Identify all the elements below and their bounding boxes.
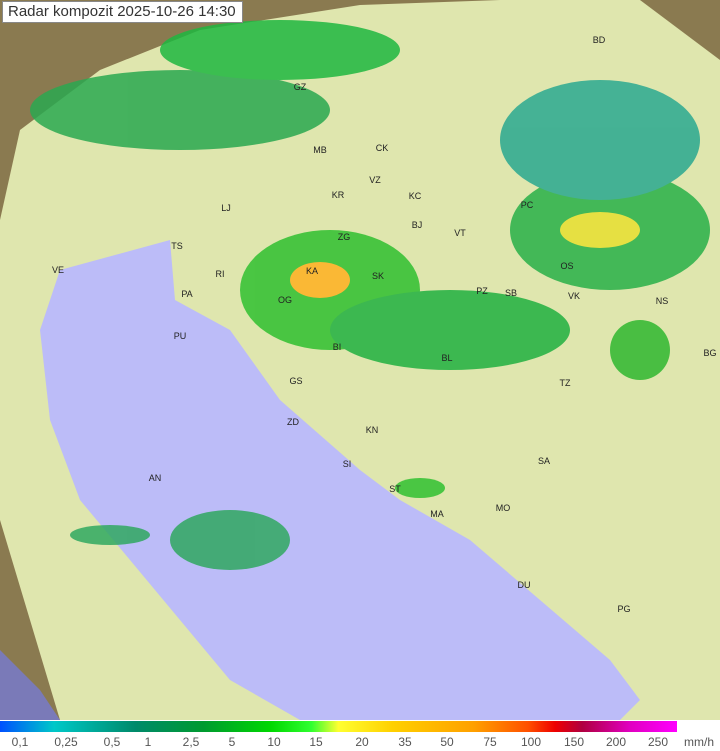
- adriatic-sea: [40, 240, 640, 720]
- city-label: PC: [520, 200, 534, 210]
- city-label: SK: [371, 271, 385, 281]
- city-label: BD: [592, 35, 606, 45]
- city-label: BG: [703, 348, 717, 358]
- legend-tick: 0,25: [54, 735, 78, 749]
- city-label: KR: [331, 190, 345, 200]
- city-label: GS: [289, 376, 303, 386]
- city-label: PA: [181, 289, 193, 299]
- city-label: NS: [655, 296, 669, 306]
- legend-tick: 0,5: [103, 735, 121, 749]
- legend-tick: 1: [144, 735, 152, 749]
- city-label: ZD: [287, 417, 299, 427]
- legend-tick: 50: [440, 735, 454, 749]
- legend-tick: 10: [267, 735, 281, 749]
- city-label: KA: [305, 266, 319, 276]
- city-label: SA: [537, 456, 551, 466]
- city-label: SB: [504, 288, 518, 298]
- city-label: TS: [171, 241, 183, 251]
- city-label: CK: [375, 143, 389, 153]
- city-label: MO: [495, 503, 511, 513]
- legend-tick: 0,1: [11, 735, 29, 749]
- city-label: PU: [173, 331, 187, 341]
- city-label: VT: [454, 228, 466, 238]
- city-label: MA: [430, 509, 444, 519]
- city-label: BI: [332, 342, 342, 352]
- legend-unit: mm/h: [684, 735, 714, 749]
- legend-tick: 150: [563, 735, 585, 749]
- legend-tick: 35: [398, 735, 412, 749]
- city-label: DU: [517, 580, 531, 590]
- city-label: MB: [313, 145, 327, 155]
- color-scale-bar: [0, 721, 677, 732]
- city-label: LJ: [221, 203, 231, 213]
- city-label: GZ: [293, 82, 307, 92]
- legend-tick: 2,5: [182, 735, 200, 749]
- precipitation: [30, 20, 710, 570]
- legend-tick: 250: [647, 735, 669, 749]
- city-label: BL: [441, 353, 453, 363]
- precipitation-legend: 0,1 0,25 0,5 1 2,5 5 10 15 20 35 50 75 1…: [0, 720, 720, 751]
- legend-tick: 200: [605, 735, 627, 749]
- city-label: SI: [342, 459, 352, 469]
- sea-outside: [0, 650, 60, 720]
- city-label: VZ: [369, 175, 381, 185]
- city-label: OG: [277, 295, 293, 305]
- city-label: PG: [617, 604, 631, 614]
- map-title: Radar kompozit 2025-10-26 14:30: [2, 1, 243, 23]
- legend-tick: 15: [309, 735, 323, 749]
- legend-tick: 20: [355, 735, 369, 749]
- city-label: PZ: [476, 286, 488, 296]
- legend-tick: 100: [520, 735, 542, 749]
- legend-tick: 75: [483, 735, 497, 749]
- city-label: OS: [560, 261, 574, 271]
- city-label: BJ: [411, 220, 423, 230]
- city-label: TZ: [559, 378, 571, 388]
- city-label: ZG: [337, 232, 351, 242]
- legend-tick: 5: [228, 735, 236, 749]
- radar-map: [0, 0, 720, 720]
- city-label: KN: [365, 425, 379, 435]
- city-label: ST: [389, 484, 401, 494]
- city-label: KC: [408, 191, 422, 201]
- city-label: VK: [567, 291, 581, 301]
- city-label: VE: [51, 265, 65, 275]
- city-label: AN: [148, 473, 162, 483]
- city-label: RI: [215, 269, 225, 279]
